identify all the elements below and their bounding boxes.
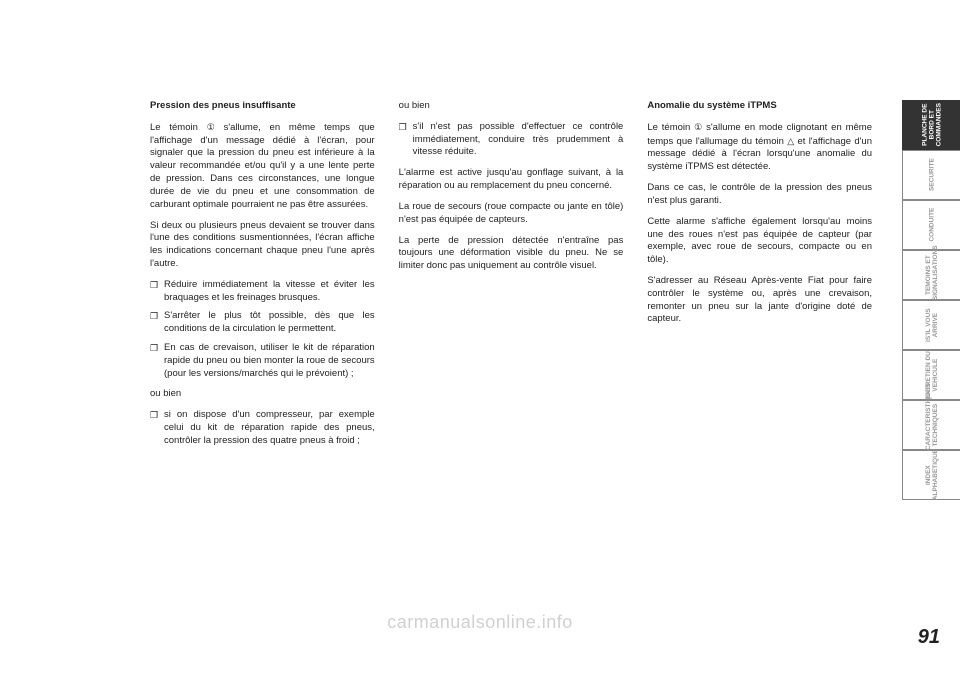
col1-list: Réduire immédiatement la vitesse et évit…	[150, 279, 375, 381]
tab-temoins[interactable]: TEMOINS ETSIGNALISATIONS	[902, 250, 960, 300]
col2-p1: L'alarme est active jusqu'au gonflage su…	[399, 167, 624, 193]
col1-p2: Si deux ou plusieurs pneus devaient se t…	[150, 220, 375, 271]
tab-label: CARACTERISTIQUESTECHNIQUES	[924, 400, 938, 450]
col1-oubien: ou bien	[150, 388, 375, 401]
col3-heading: Anomalie du système iTPMS	[647, 100, 872, 113]
col1-b4: si on dispose d'un compresseur, par exem…	[150, 409, 375, 447]
col3-p4: S'adresser au Réseau Après-vente Fiat po…	[647, 275, 872, 326]
page-number: 91	[918, 626, 940, 648]
col2-p2: La roue de secours (roue compacte ou jan…	[399, 201, 624, 227]
tab-securite[interactable]: SECURITE	[902, 150, 960, 200]
col1-heading: Pression des pneus insuffisante	[150, 100, 375, 113]
col3-p1-a: Le témoin	[647, 122, 694, 133]
col1-p1-b: s'allume, en même temps que l'affichage …	[150, 122, 375, 210]
column-3: Anomalie du système iTPMS Le témoin ① s'…	[647, 100, 872, 649]
col2-oubien: ou bien	[399, 100, 624, 113]
content-columns: Pression des pneus insuffisante Le témoi…	[0, 0, 902, 679]
col1-p1-a: Le témoin	[150, 122, 207, 133]
tab-techniques[interactable]: CARACTERISTIQUESTECHNIQUES	[902, 400, 960, 450]
col2-b1: s'il n'est pas possible d'effectuer ce c…	[399, 121, 624, 159]
tab-label: INDEXALPHABETIQUE	[924, 450, 938, 500]
page-number-box: 91	[918, 626, 940, 649]
tab-conduite[interactable]: CONDUITE	[902, 200, 960, 250]
col1-b2: S'arrêter le plus tôt possible, dès que …	[150, 310, 375, 336]
col1-b1: Réduire immédiatement la vitesse et évit…	[150, 279, 375, 305]
col1-p1: Le témoin ① s'allume, en même temps que …	[150, 121, 375, 212]
col3-p2: Dans ce cas, le contrôle de la pression …	[647, 182, 872, 208]
column-2: ou bien s'il n'est pas possible d'effect…	[399, 100, 624, 649]
col2-p3: La perte de pression détectée n'entraîne…	[399, 235, 624, 273]
col3-p1: Le témoin ① s'allume en mode clignotant …	[647, 121, 872, 174]
tab-label: TEMOINS ETSIGNALISATIONS	[924, 250, 938, 300]
col3-p3: Cette alarme s'affiche également lorsqu'…	[647, 216, 872, 267]
tab-planche[interactable]: PLANCHE DEBORD ETCOMMANDES	[902, 100, 960, 150]
tab-label: PLANCHE DEBORD ETCOMMANDES	[921, 100, 942, 150]
warning-icon: ①	[207, 121, 215, 133]
tab-label: SECURITE	[928, 150, 935, 200]
manual-page: Pression des pneus insuffisante Le témoi…	[0, 0, 960, 679]
side-tabs: PLANCHE DEBORD ETCOMMANDES SECURITE COND…	[902, 0, 960, 679]
tab-label: IS'IL VOUSARRIVE	[924, 300, 938, 350]
column-1: Pression des pneus insuffisante Le témoi…	[150, 100, 375, 649]
tab-arrive[interactable]: IS'IL VOUSARRIVE	[902, 300, 960, 350]
col2-list: s'il n'est pas possible d'effectuer ce c…	[399, 121, 624, 159]
tab-index[interactable]: INDEXALPHABETIQUE	[902, 450, 960, 500]
col1-list2: si on dispose d'un compresseur, par exem…	[150, 409, 375, 447]
tab-label: CONDUITE	[928, 200, 935, 250]
watermark: carmanualsonline.info	[387, 612, 573, 633]
col1-b3: En cas de crevaison, utiliser le kit de …	[150, 342, 375, 380]
